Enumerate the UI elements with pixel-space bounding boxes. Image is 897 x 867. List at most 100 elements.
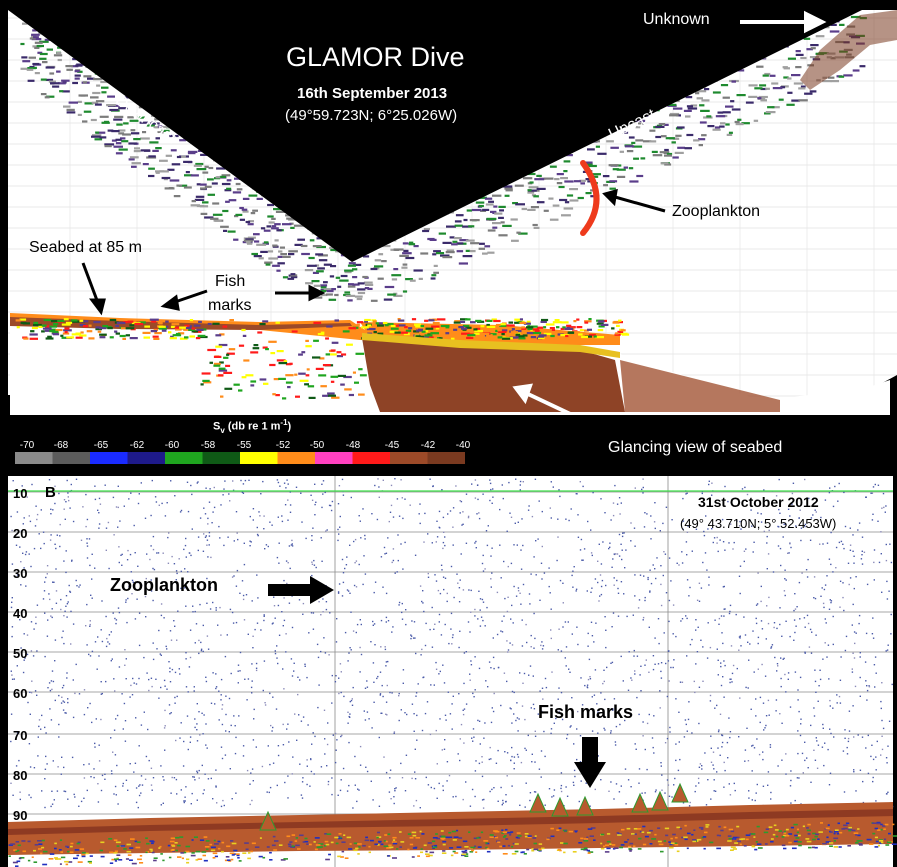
sv-sample	[501, 333, 505, 336]
sv-sample	[502, 845, 506, 847]
sv-sample	[52, 760, 54, 762]
sv-sample	[40, 509, 42, 511]
sv-sample	[701, 134, 707, 137]
sv-sample	[90, 594, 92, 596]
sv-sample	[282, 668, 284, 670]
sv-sample	[839, 23, 845, 26]
sv-sample	[402, 669, 405, 671]
sv-sample	[183, 740, 185, 743]
sv-sample	[562, 582, 564, 584]
sv-sample	[72, 520, 75, 523]
sv-sample	[49, 325, 57, 328]
sv-sample	[778, 830, 783, 832]
colorbar-tick: -58	[201, 440, 216, 451]
sv-sample	[194, 610, 196, 613]
sv-sample	[145, 577, 147, 580]
sv-sample	[217, 840, 221, 843]
sv-sample	[444, 714, 447, 716]
sv-sample	[349, 544, 351, 546]
sv-sample	[522, 682, 524, 684]
sv-sample	[159, 845, 162, 848]
sv-sample	[296, 739, 298, 741]
sv-sample	[12, 480, 14, 482]
sv-sample	[559, 198, 568, 202]
sv-sample	[653, 752, 655, 754]
sv-sample	[520, 549, 522, 551]
sv-sample	[30, 796, 32, 799]
sv-sample	[23, 337, 29, 340]
sv-sample	[665, 137, 675, 140]
sv-sample	[75, 332, 82, 335]
sv-sample	[421, 648, 423, 651]
sv-sample	[497, 749, 499, 752]
sv-sample	[593, 839, 596, 841]
sv-sample	[43, 590, 46, 592]
sv-sample	[709, 841, 714, 844]
sv-sample	[438, 337, 443, 340]
sv-sample	[435, 661, 437, 664]
sv-sample	[238, 344, 245, 347]
sv-sample	[629, 842, 634, 845]
sv-sample	[514, 184, 524, 187]
sv-sample	[20, 530, 23, 532]
sv-sample	[458, 693, 460, 695]
sv-sample	[586, 684, 589, 686]
sv-sample	[584, 320, 592, 323]
sv-sample	[63, 318, 69, 321]
sv-sample	[29, 713, 31, 715]
sv-sample	[92, 91, 101, 95]
sv-sample	[660, 565, 662, 567]
sv-sample	[510, 516, 513, 518]
sv-sample	[874, 686, 876, 688]
sv-sample	[33, 849, 36, 852]
sv-sample	[240, 479, 242, 482]
sv-sample	[328, 654, 330, 656]
sv-sample	[247, 223, 254, 226]
sv-sample	[558, 827, 562, 830]
sv-sample	[640, 665, 642, 667]
sv-sample	[176, 184, 183, 187]
sv-sample	[283, 597, 285, 599]
sv-sample	[169, 134, 179, 138]
sv-sample	[229, 319, 234, 322]
sv-sample	[431, 646, 434, 648]
sv-sample	[626, 615, 628, 618]
sv-sample	[475, 851, 478, 853]
sv-sample	[140, 724, 143, 726]
sv-sample	[441, 569, 443, 571]
zooplankton-arrow	[614, 195, 666, 213]
sv-sample	[163, 779, 165, 781]
sv-sample	[609, 546, 611, 548]
sv-sample	[421, 600, 423, 603]
sv-sample	[489, 790, 491, 793]
sv-sample	[600, 585, 603, 588]
sv-sample	[162, 859, 165, 862]
sv-sample	[45, 337, 54, 340]
sv-sample	[45, 732, 47, 734]
sv-sample	[158, 504, 160, 506]
sv-sample	[741, 122, 750, 125]
sv-sample	[105, 680, 107, 683]
sv-sample	[48, 593, 50, 595]
sv-sample	[440, 836, 446, 839]
sv-sample	[191, 493, 193, 496]
sv-sample	[603, 669, 605, 671]
sv-sample	[116, 321, 126, 325]
sv-sample	[824, 584, 827, 586]
sv-sample	[68, 499, 70, 502]
sv-sample	[767, 699, 770, 702]
sv-sample	[255, 662, 258, 665]
sv-sample	[120, 845, 126, 847]
sv-sample	[11, 678, 14, 680]
sv-sample	[790, 826, 794, 829]
sv-sample	[462, 255, 473, 258]
annotation-arrows	[81, 188, 666, 316]
sv-sample	[800, 723, 802, 725]
sv-sample	[114, 858, 119, 860]
sv-sample	[521, 645, 524, 647]
sv-sample	[533, 226, 540, 229]
sv-sample	[438, 526, 440, 529]
sv-sample	[589, 678, 592, 680]
sv-sample	[122, 133, 131, 136]
sv-sample	[357, 282, 365, 285]
